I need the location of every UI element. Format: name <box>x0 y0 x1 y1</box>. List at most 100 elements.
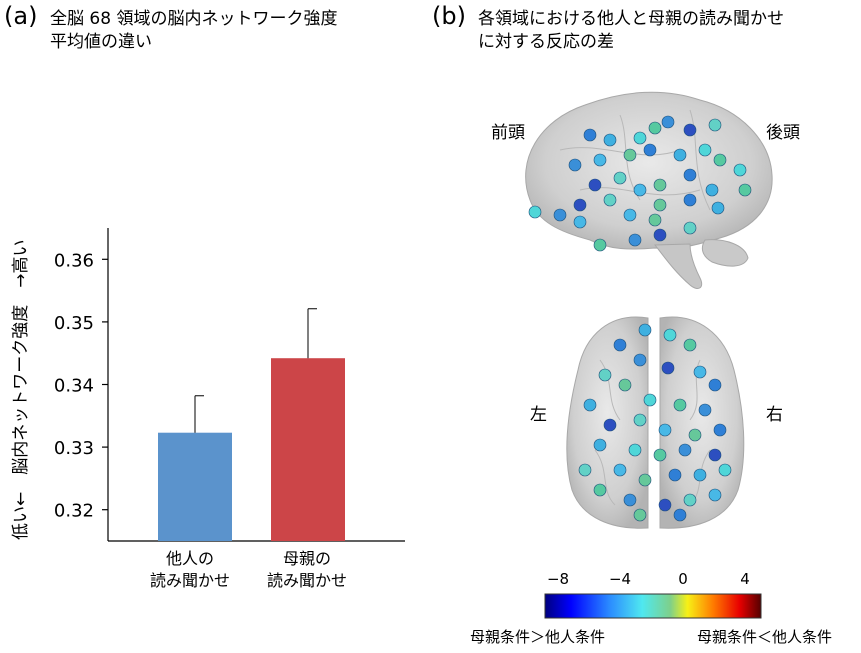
brain-node <box>568 158 582 172</box>
brain-node <box>705 183 719 197</box>
brain-node <box>618 378 632 392</box>
colorbar-gradient <box>544 593 762 619</box>
brain-node <box>613 171 627 185</box>
brain-node <box>588 178 602 192</box>
brain-node <box>653 178 667 192</box>
brain-node <box>673 148 687 162</box>
y-tick-label: 0.32 <box>54 501 94 522</box>
brain-node <box>711 201 725 215</box>
label-occipital: 後頭 <box>766 123 800 143</box>
brain-node <box>683 193 697 207</box>
brain-node <box>673 508 687 522</box>
brain-node <box>738 183 752 197</box>
brain-node <box>713 423 727 437</box>
brain-node <box>623 208 637 222</box>
brain-node <box>678 443 692 457</box>
brain-node <box>623 493 637 507</box>
brain-node <box>683 493 697 507</box>
brain-node <box>688 428 702 442</box>
brain-node <box>658 423 672 437</box>
panel-a-title-line2: 平均値の違い <box>50 32 152 52</box>
colorbar-caption-right: 母親条件＜他人条件 <box>697 628 833 646</box>
colorbar-caption-left: 母親条件＞他人条件 <box>470 628 606 646</box>
brain-node <box>648 121 662 135</box>
brain-node <box>633 183 647 197</box>
panel-b-letter: (b) <box>432 2 466 30</box>
y-tick-label: 0.33 <box>54 438 94 459</box>
brain-node <box>638 323 652 337</box>
brain-node <box>633 353 647 367</box>
brain-node <box>643 143 657 157</box>
brain-node <box>683 168 697 182</box>
brain-node <box>603 133 617 147</box>
brain-node <box>633 413 647 427</box>
panel-a-title-line1: 全脳 68 領域の脳内ネットワーク強度 <box>50 9 338 29</box>
brain-node <box>573 215 587 229</box>
brain-node <box>663 328 677 342</box>
y-tick-label: 0.35 <box>54 313 94 334</box>
label-frontal: 前頭 <box>491 123 525 143</box>
brain-node <box>578 463 592 477</box>
panel-b-title-line2: に対する反応の差 <box>478 32 614 52</box>
brain-node <box>648 213 662 227</box>
brain-node <box>661 115 675 129</box>
category-label-mother: 母親の 読み聞かせ <box>242 548 372 592</box>
brain-node <box>573 198 587 212</box>
brain-node <box>628 233 642 247</box>
bar <box>271 358 345 541</box>
brain-node <box>593 238 607 252</box>
bar <box>158 432 232 541</box>
colorbar-tick-minus8: −8 <box>546 570 570 588</box>
brain-node <box>698 403 712 417</box>
colorbar-tick-0: 0 <box>678 570 688 588</box>
brain-node <box>593 483 607 497</box>
panel-b-title-line1: 各領域における他人と母親の読み聞かせ <box>478 9 784 29</box>
brain-node <box>553 208 567 222</box>
panel-b-title: 各領域における他人と母親の読み聞かせ に対する反応の差 <box>478 8 784 54</box>
brain-node <box>598 368 612 382</box>
brain-node <box>603 193 617 207</box>
brain-node <box>613 463 627 477</box>
y-tick-label: 0.36 <box>54 250 94 271</box>
brain-node <box>613 338 627 352</box>
brain-node <box>661 361 675 375</box>
brain-node <box>633 508 647 522</box>
brain-node <box>713 153 727 167</box>
colorbar-tick-minus4: −4 <box>608 570 632 588</box>
brain-node <box>668 468 682 482</box>
brain-node <box>683 123 697 137</box>
brain-node <box>683 221 697 235</box>
brain-node <box>528 205 542 219</box>
brain-node <box>653 198 667 212</box>
brain-node <box>708 378 722 392</box>
brain-node <box>683 338 697 352</box>
brain-node <box>628 443 642 457</box>
category-label-other: 他人の 読み聞かせ <box>125 548 255 592</box>
brain-node <box>708 118 722 132</box>
top-view-nodes <box>578 323 732 522</box>
brain-node <box>638 473 652 487</box>
brain-node <box>583 398 597 412</box>
brain-node <box>733 163 747 177</box>
brain-node <box>643 393 657 407</box>
brain-node <box>698 143 712 157</box>
label-left: 左 <box>530 405 547 425</box>
colorbar-tick-4: 4 <box>740 570 750 588</box>
brain-node <box>603 418 617 432</box>
brain-node <box>593 438 607 452</box>
brain-node <box>693 468 707 482</box>
brain-node <box>718 463 732 477</box>
brain-node <box>593 153 607 167</box>
lateral-view-nodes <box>528 115 752 252</box>
category-label-other-line1: 他人の <box>165 549 214 568</box>
brain-node <box>708 448 722 462</box>
brain-node <box>708 488 722 502</box>
y-tick-label: 0.34 <box>54 376 94 397</box>
panel-a-title: 全脳 68 領域の脳内ネットワーク強度 平均値の違い <box>50 8 337 54</box>
label-right: 右 <box>766 405 783 425</box>
panel-a-letter: (a) <box>4 2 38 30</box>
brain-node <box>653 448 667 462</box>
brain-node <box>673 398 687 412</box>
